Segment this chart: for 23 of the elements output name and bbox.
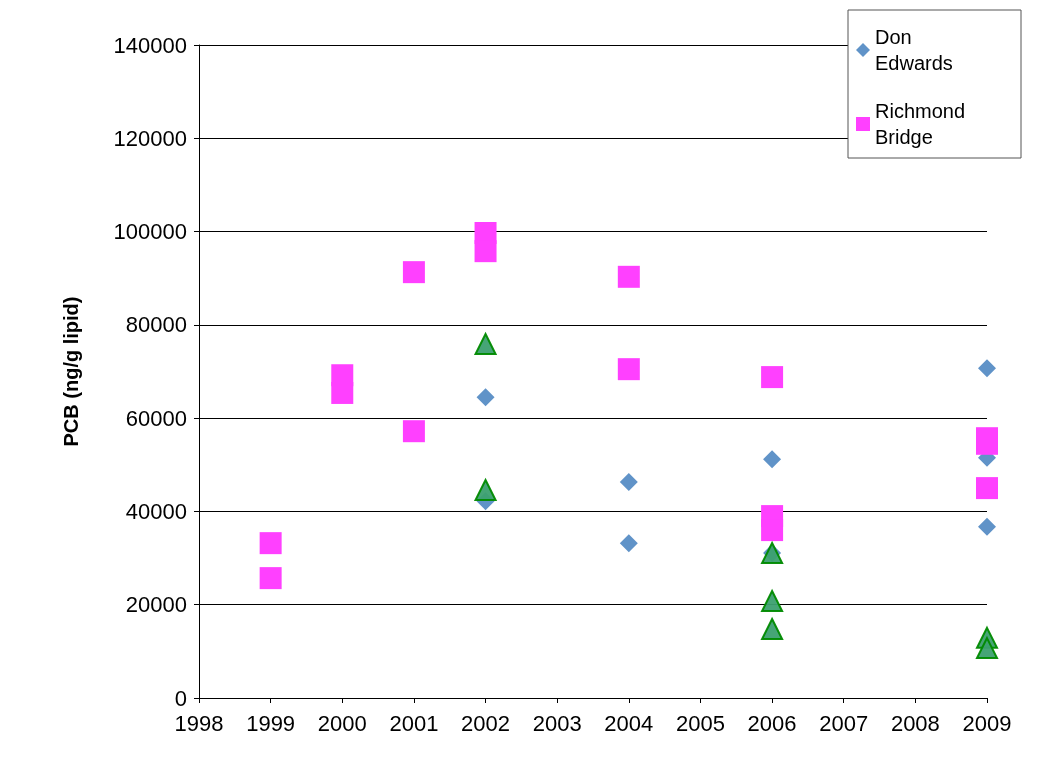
x-tick-label: 2001 [389,710,439,736]
y-tick-label: 40000 [125,498,187,524]
y-tick-label: 140000 [113,32,187,58]
y-tick-label: 20000 [125,592,187,618]
x-tick-label: 2005 [675,710,725,736]
y-tick-label: 100000 [113,219,187,245]
x-tick-label: 2002 [461,710,511,736]
x-tick-label: 2000 [317,710,367,736]
y-tick-label: 0 [174,685,187,711]
y-axis-title: PCB (ng/g lipid) [60,296,82,447]
x-tick-label: 2003 [532,710,582,736]
legend-label: Don Edwards [875,26,953,74]
x-tick-label: 2007 [819,710,869,736]
y-tick-label: 80000 [125,312,187,338]
x-tick-label: 1999 [246,710,296,736]
y-tick-label: 120000 [113,125,187,151]
x-tick-label: 2008 [890,710,940,736]
x-tick-label: 1998 [174,710,224,736]
x-tick-label: 2009 [962,710,1012,736]
x-tick-label: 2006 [747,710,797,736]
x-tick-label: 2004 [604,710,654,736]
y-tick-label: 60000 [125,405,187,431]
legend-label: Richmond Bridge [875,100,971,148]
